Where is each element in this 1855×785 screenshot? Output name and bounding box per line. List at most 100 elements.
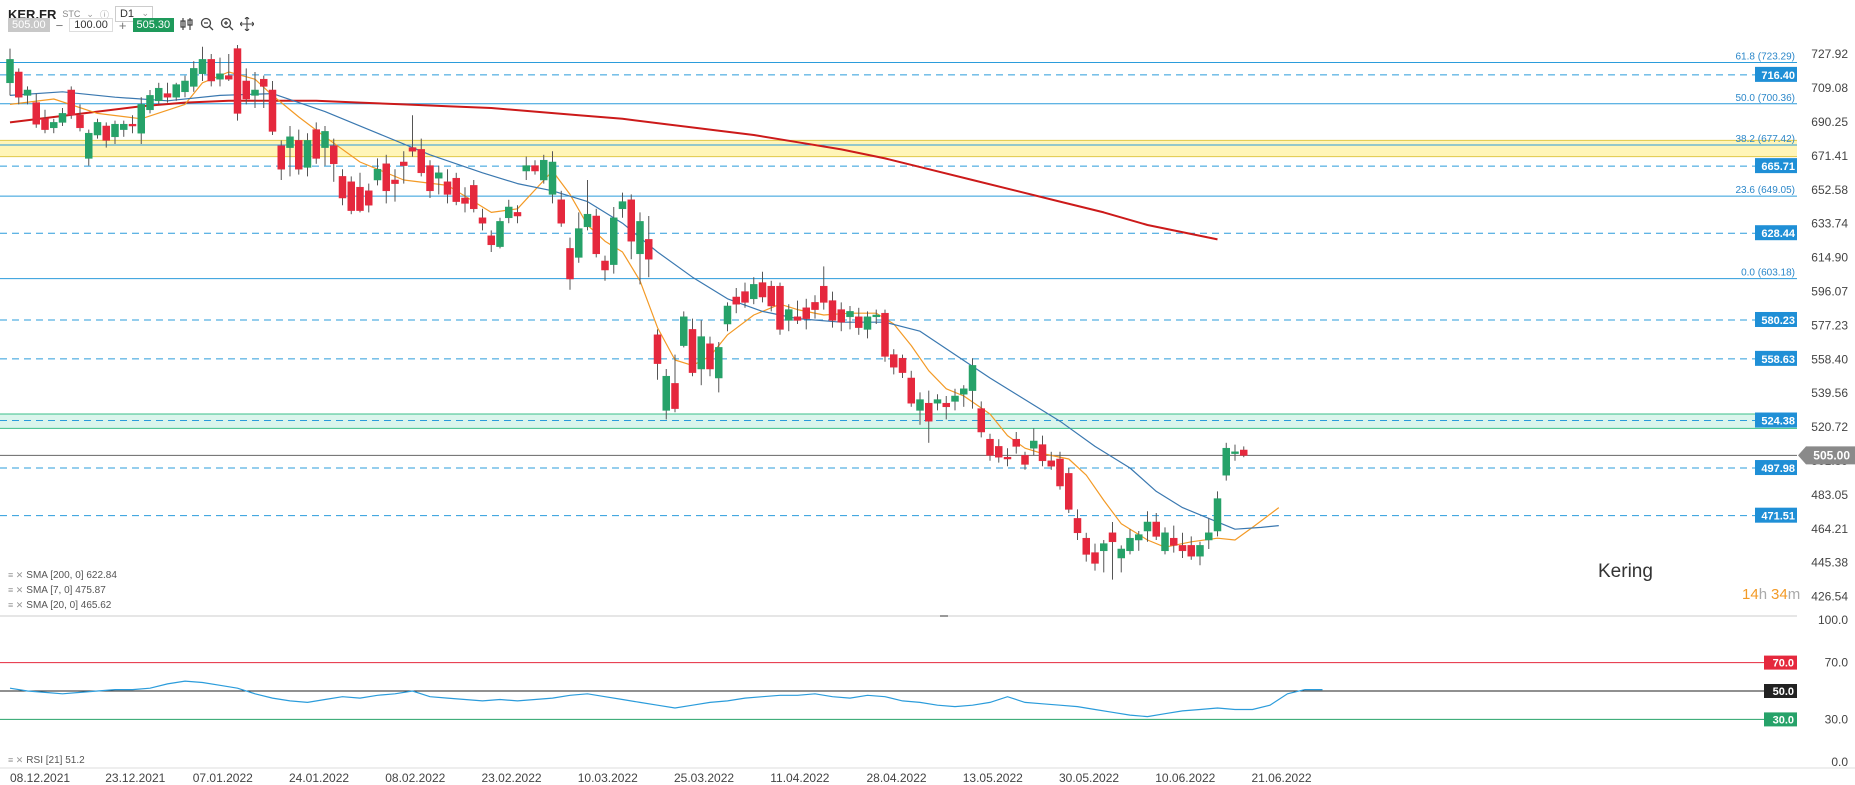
rsi-tick-label: 0.0 <box>1831 755 1848 769</box>
chart-frame <box>0 454 1855 769</box>
candle-body <box>198 59 207 75</box>
candle-body <box>583 213 592 228</box>
candle-body <box>85 132 93 159</box>
price-axis: 727.92 709.08 690.25 671.41 652.58 633.74 614.… <box>1798 47 1855 604</box>
candle-body <box>400 161 408 166</box>
legend-menu-icon[interactable]: ≡ ✕ <box>8 600 24 610</box>
legend-item-sma7[interactable]: ≡ ✕ SMA [7, 0] 475.87 <box>8 585 106 596</box>
rsi-level-tag <box>1764 712 1797 727</box>
candle-body <box>356 186 364 211</box>
candle-body <box>820 285 828 303</box>
candle-body <box>636 221 644 255</box>
type-dropdown-icon[interactable]: ⌄ <box>86 8 94 19</box>
candle-body <box>688 329 697 373</box>
candle-body <box>1082 537 1090 555</box>
zoom-in-icon[interactable] <box>220 17 234 34</box>
candle-body <box>723 305 732 325</box>
candle-body <box>522 165 530 172</box>
date-tick-label: 08.02.2022 <box>385 771 445 785</box>
legend-menu-icon[interactable]: ≡ ✕ <box>8 585 24 595</box>
candles <box>6 45 1248 580</box>
candle-body <box>881 312 889 357</box>
info-icon[interactable]: ⓘ <box>99 9 109 20</box>
rsi-line <box>9 680 1323 718</box>
candle-body <box>391 179 399 184</box>
date-tick-label: 10.06.2022 <box>1155 771 1215 785</box>
instrument-name: Kering <box>1598 561 1653 582</box>
candle-body <box>32 102 40 125</box>
series-line <box>9 71 1280 548</box>
candle-body <box>1003 456 1012 460</box>
candle-body <box>6 59 14 84</box>
crosshair-icon[interactable] <box>239 15 255 34</box>
candle-body <box>942 402 950 408</box>
legend-item-rsi[interactable]: ≡ ✕ RSI [21] 51.2 <box>8 755 85 766</box>
zone-band <box>0 140 1797 157</box>
fib-label: 61.8 (723.29) <box>1736 51 1796 62</box>
price-tick-label: 709.08 <box>1811 81 1848 95</box>
legend-menu-icon[interactable]: ≡ ✕ <box>8 570 24 580</box>
level-price-tag <box>1755 412 1797 428</box>
level-label: 665.71 <box>1761 161 1795 173</box>
candle-body <box>1126 537 1134 552</box>
candle-body <box>557 199 565 224</box>
symbol-label[interactable]: KER.FR <box>8 6 57 22</box>
candles-icon[interactable] <box>180 17 194 34</box>
candle-body <box>671 383 679 409</box>
date-tick-label: 11.04.2022 <box>770 771 829 785</box>
candle-body <box>890 354 898 368</box>
legend-item-sma200[interactable]: ≡ ✕ SMA [200, 0] 622.84 <box>8 570 117 581</box>
candle-body <box>750 284 758 300</box>
candle-body <box>732 296 740 305</box>
rsi-tick-label: 30.0 <box>1825 712 1849 726</box>
candle-body <box>303 140 312 168</box>
candle-body <box>338 176 347 199</box>
candle-body <box>225 75 233 80</box>
level-label: 471.51 <box>1761 511 1795 523</box>
candle-body <box>837 309 845 323</box>
price-tick-label: 690.25 <box>1811 115 1848 129</box>
candle-body <box>960 388 968 395</box>
candle-body <box>793 316 802 321</box>
increase-quantity-button[interactable]: + <box>118 17 127 33</box>
decrease-quantity-button[interactable]: − <box>55 17 64 33</box>
candle-body <box>1117 548 1125 559</box>
quantity-input[interactable]: 100.00 <box>69 18 113 32</box>
price-tick-label: 596.07 <box>1811 284 1848 298</box>
zoom-out-icon[interactable] <box>200 17 214 34</box>
candle-body <box>601 260 609 271</box>
price-tick-label: 614.90 <box>1811 251 1848 265</box>
candle-body <box>470 185 478 210</box>
candle-body <box>1152 521 1160 537</box>
candle-body <box>76 114 84 129</box>
buy-button[interactable]: 505.30 <box>132 18 175 32</box>
candle-body <box>1213 498 1222 532</box>
candle-body <box>855 316 863 328</box>
candle-body <box>155 87 163 102</box>
candle-body <box>487 235 495 246</box>
chevron-down-icon: ⌄ <box>141 8 150 18</box>
candle-body <box>592 215 600 255</box>
candle-body <box>1178 545 1187 552</box>
series-line <box>9 99 1218 241</box>
candle-body <box>181 80 189 93</box>
price-tick-label: 464.21 <box>1811 522 1848 536</box>
legend-menu-icon[interactable]: ≡ ✕ <box>8 755 24 765</box>
candle-body <box>1240 449 1248 456</box>
trade-toolbar: 505.00 − 100.00 + 505.30 <box>8 14 255 36</box>
candle-body <box>846 311 854 318</box>
candle-body <box>662 375 670 411</box>
candle-body <box>618 201 627 210</box>
instrument-type: STC <box>62 9 81 19</box>
price-tick-label: 426.54 <box>1811 590 1848 604</box>
date-tick-label: 24.01.2022 <box>289 771 349 785</box>
candle-body <box>741 291 749 303</box>
candle-body <box>163 93 172 98</box>
sell-button[interactable]: 505.00 <box>8 18 50 32</box>
date-tick-label: 25.03.2022 <box>674 771 734 785</box>
legend-item-sma20[interactable]: ≡ ✕ SMA [20, 0] 465.62 <box>8 600 112 611</box>
candle-body <box>995 446 1003 458</box>
indicator-legend: ≡ ✕ SMA [200, 0] 622.84 ≡ ✕ SMA [7, 0] 475… <box>8 568 117 613</box>
price-tick-label: 633.74 <box>1811 217 1848 231</box>
